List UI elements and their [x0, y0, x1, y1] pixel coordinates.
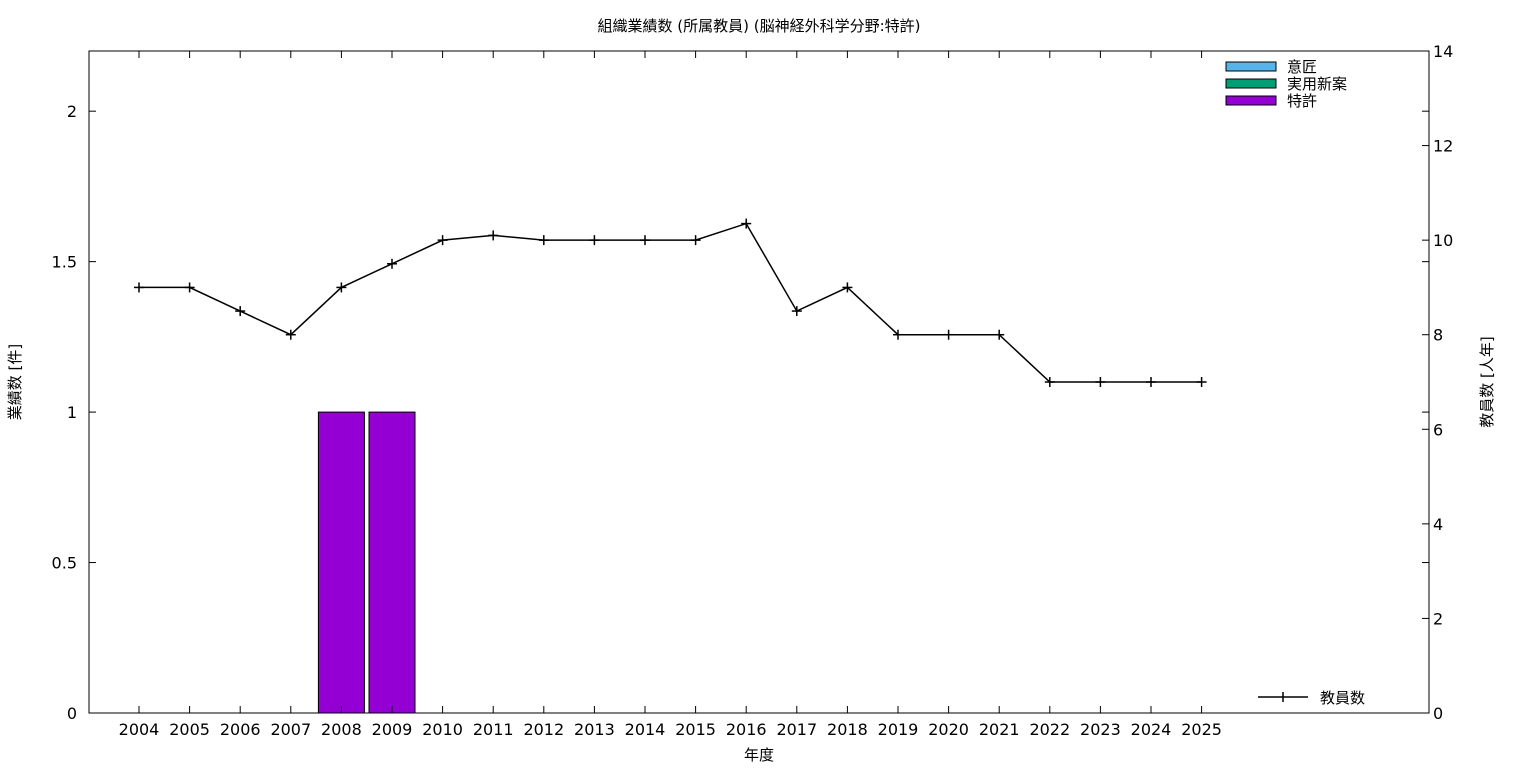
- line-point: [488, 230, 499, 241]
- x-tick-label: 2014: [625, 720, 666, 739]
- x-tick-label: 2016: [726, 720, 767, 739]
- bar: [317, 411, 365, 714]
- x-tick-label: 2020: [928, 720, 969, 739]
- line-point: [1196, 377, 1207, 387]
- y2-tick-label: 10: [1433, 231, 1453, 250]
- bar: [368, 411, 416, 714]
- x-tick-label: 2022: [1029, 720, 1070, 739]
- line-point: [538, 235, 549, 246]
- legend-label: 意匠: [1287, 58, 1317, 76]
- line-point: [184, 282, 195, 293]
- x-tick-label: 2025: [1181, 720, 1222, 739]
- line-point: [943, 329, 954, 340]
- legend-swatch: [1225, 61, 1277, 72]
- x-tick-label: 2007: [270, 720, 311, 739]
- legend-entry: 特許: [1225, 92, 1317, 110]
- x-tick-label: 2010: [422, 720, 463, 739]
- x-tick-label: 2019: [878, 720, 919, 739]
- line-point: [134, 282, 144, 293]
- plot-frame: [88, 50, 1430, 714]
- line-point: [437, 235, 448, 246]
- y2-tick-label: 14: [1433, 42, 1453, 61]
- legend-label: 特許: [1287, 92, 1317, 110]
- y2-tick-label: 2: [1433, 609, 1443, 628]
- line-point: [235, 306, 246, 317]
- y-tick-label: 1: [67, 403, 77, 422]
- line-point: [1095, 377, 1106, 387]
- line-point: [893, 329, 903, 340]
- y-tick-label: 0: [67, 704, 77, 723]
- legend-label: 教員数: [1320, 689, 1365, 707]
- legend-entry: 実用新案: [1225, 75, 1347, 93]
- line-point: [994, 329, 1005, 340]
- line-point: [589, 235, 600, 246]
- line-point: [387, 258, 397, 269]
- x-tick-label: 2018: [827, 720, 868, 739]
- x-tick-label: 2012: [523, 720, 564, 739]
- x-tick-label: 2013: [574, 720, 615, 739]
- legend-swatch: [1225, 78, 1277, 89]
- x-tick-label: 2009: [372, 720, 413, 739]
- x-tick-label: 2021: [979, 720, 1020, 739]
- x-tick-label: 2024: [1131, 720, 1172, 739]
- y-tick-label: 2: [67, 102, 77, 121]
- y-tick-label: 1.5: [52, 253, 77, 272]
- x-tick-label: 2017: [776, 720, 817, 739]
- line-point: [640, 235, 650, 246]
- legend-swatch: [1225, 95, 1277, 106]
- y-tick-label: 0.5: [52, 554, 77, 573]
- x-tick-label: 2005: [169, 720, 210, 739]
- legend-entry: 意匠: [1225, 58, 1317, 76]
- line-point: [285, 329, 296, 340]
- x-tick-label: 2023: [1080, 720, 1121, 739]
- y-axis-label: 業績数 [件]: [6, 344, 24, 420]
- x-tick-label: 2011: [473, 720, 514, 739]
- x-axis-label: 年度: [744, 746, 774, 764]
- y2-tick-label: 4: [1433, 515, 1443, 534]
- line-point: [336, 282, 347, 293]
- x-tick-label: 2004: [119, 720, 160, 739]
- y2-tick-label: 8: [1433, 326, 1443, 345]
- line-point: [842, 282, 853, 293]
- legend-label: 実用新案: [1287, 75, 1347, 93]
- y2-tick-label: 0: [1433, 704, 1443, 723]
- line-point: [690, 235, 701, 246]
- line-point: [1044, 377, 1055, 387]
- line-point: [1146, 377, 1156, 387]
- x-tick-label: 2008: [321, 720, 362, 739]
- line-point: [741, 218, 752, 229]
- chart-title: 組織業績数 (所属教員) (脳神経外科学分野:特許): [597, 17, 920, 35]
- legend-entry-line: 教員数: [1258, 689, 1365, 707]
- y2-axis-label: 教員数 [人年]: [1478, 336, 1496, 427]
- y2-tick-label: 12: [1433, 137, 1453, 156]
- line-series: [139, 222, 1202, 383]
- x-tick-label: 2015: [675, 720, 716, 739]
- x-tick-label: 2006: [220, 720, 261, 739]
- line-point: [791, 306, 802, 317]
- y2-tick-label: 6: [1433, 420, 1443, 439]
